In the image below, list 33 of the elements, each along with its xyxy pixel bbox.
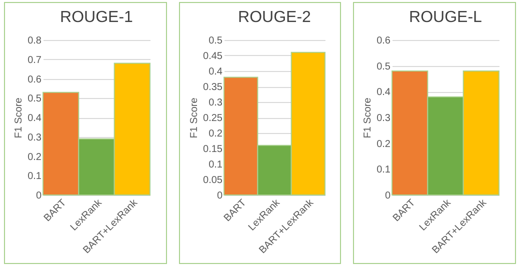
y-tick-label: 0 (36, 190, 42, 202)
y-tick-label: 0.5 (376, 61, 392, 72)
y-tick-label: 0.3 (28, 132, 42, 144)
y-tick-label: 0.4 (28, 113, 42, 124)
y-tick-label: 0.3 (376, 113, 392, 124)
y-tick-label: 0.05 (202, 175, 223, 186)
y-tick-label: 0.25 (202, 113, 223, 124)
y-tick-label: 0.2 (208, 128, 223, 140)
y-tick-label: 0.2 (376, 138, 392, 150)
y-tick-label: 0.4 (208, 66, 223, 78)
y-tick-label: 0.35 (202, 82, 223, 93)
y-tick-label: 0.5 (28, 94, 42, 105)
y-axis-title: F1 Score (362, 97, 374, 138)
y-tick-label: 0.6 (28, 74, 42, 86)
y-axis-title: F1 Score (14, 97, 25, 138)
y-tick-label: 0.1 (208, 160, 223, 170)
chart-title: ROUGE-2 (238, 9, 311, 26)
y-axis-title: F1 Score (188, 97, 200, 138)
y-tick-label: 0 (385, 190, 392, 202)
y-tick-label: 0.15 (202, 144, 223, 155)
y-tick-label: 0 (216, 190, 223, 202)
chart-title: ROUGE-1 (60, 9, 134, 26)
y-tick-label: 0.3 (208, 98, 223, 108)
y-tick-label: 0.5 (208, 36, 223, 46)
y-tick-label: 0.8 (28, 36, 42, 46)
y-tick-label: 0.2 (28, 152, 42, 163)
y-tick-label: 0.1 (376, 164, 392, 176)
chart-title: ROUGE-L (409, 9, 482, 26)
y-tick-label: 0.7 (28, 54, 42, 66)
y-tick-label: 0.1 (28, 171, 42, 182)
y-tick-label: 0.6 (376, 36, 392, 46)
y-tick-label: 0.4 (376, 87, 392, 98)
y-tick-label: 0.45 (202, 51, 223, 62)
